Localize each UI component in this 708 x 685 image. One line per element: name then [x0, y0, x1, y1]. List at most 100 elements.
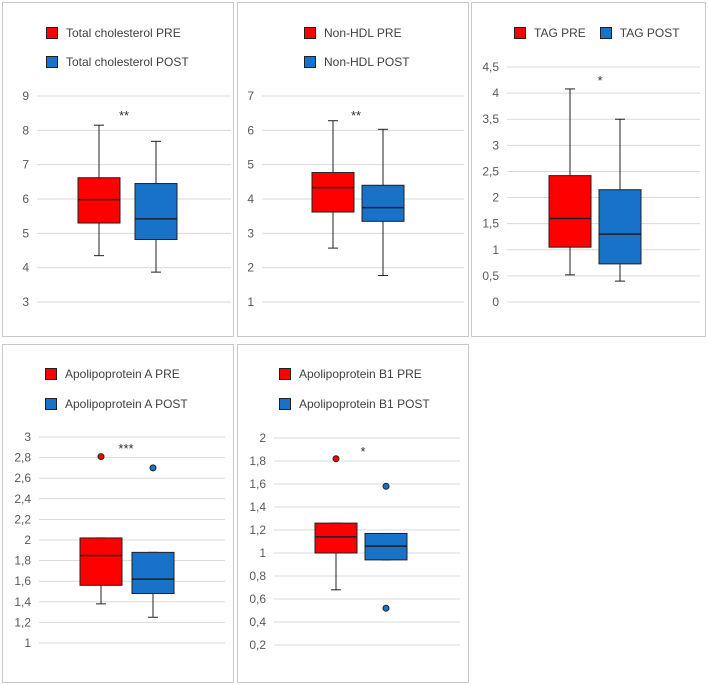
boxplot-non-hdl: 1 2 3 4 5 6 7 ** — [247, 89, 464, 309]
y-tick-label: 1,4 — [14, 595, 31, 609]
legend-label: Apolipoprotein B1 POST — [299, 397, 430, 411]
box-post — [361, 184, 405, 222]
y-tick-label: 0,8 — [249, 569, 266, 583]
y-tick-label: 4 — [247, 192, 254, 206]
legend-label: Apolipoprotein A PRE — [65, 367, 180, 381]
y-tick-label: 0,2 — [249, 638, 266, 652]
legend-swatch-post — [599, 27, 612, 39]
y-tick-label: 3 — [22, 295, 29, 309]
legend-swatch-post — [45, 398, 57, 410]
significance-marker: ** — [119, 108, 129, 123]
y-tick-label: 1 — [247, 295, 254, 309]
y-tick-label: 2,8 — [14, 451, 31, 465]
y-tick-label: 3,5 — [482, 112, 499, 126]
outlier-point — [97, 453, 105, 461]
y-tick-label: 6 — [22, 192, 29, 206]
legend-item-pre: Apolipoprotein A PRE — [45, 367, 180, 381]
box-pre — [79, 537, 123, 586]
legend-item-post: Non-HDL POST — [304, 55, 410, 69]
y-tick-label: 7 — [22, 158, 29, 172]
legend-swatch-pre — [45, 368, 57, 380]
legend-item-pre: TAG PRE — [514, 26, 586, 40]
legend-item-pre: Non-HDL PRE — [304, 26, 402, 40]
legend-item-post: Apolipoprotein B1 POST — [279, 397, 430, 411]
legend: TAG PRE TAG POST — [514, 26, 694, 40]
legend-item-post: Total cholesterol POST — [46, 55, 189, 69]
y-tick-label: 6 — [247, 123, 254, 137]
legend-swatch-pre — [304, 27, 316, 39]
significance-marker: * — [360, 444, 365, 459]
outlier-point — [382, 604, 390, 612]
y-tick-label: 4 — [492, 86, 499, 100]
legend-item-pre: Total cholesterol PRE — [46, 26, 181, 40]
legend-label: Apolipoprotein A POST — [65, 397, 188, 411]
y-tick-label: 4 — [22, 261, 29, 275]
boxplot-apolipoprotein-a: 1 1,2 1,4 1,6 1,8 2 2,2 2,4 2,6 2,8 3 *** — [14, 430, 225, 650]
y-tick-label: 2 — [247, 261, 254, 275]
legend-swatch-post — [279, 398, 291, 410]
significance-marker: * — [597, 73, 602, 88]
y-tick-label: 5 — [247, 158, 254, 172]
legend-label: Apolipoprotein B1 PRE — [299, 367, 422, 381]
y-tick-label: 2,6 — [14, 471, 31, 485]
y-tick-label: 3 — [492, 138, 499, 152]
y-tick-label: 5 — [22, 226, 29, 240]
legend-label: Non-HDL PRE — [324, 26, 402, 40]
y-tick-label: 1,8 — [14, 554, 31, 568]
y-tick-label: 1 — [259, 546, 266, 560]
chart-panel-tag: TAG PRE TAG POST 0 0,5 1 1,5 2 2,5 3 3,5 4 4,5 * — [471, 2, 706, 337]
box-post — [134, 183, 178, 241]
legend-item-post: Apolipoprotein A POST — [45, 397, 188, 411]
legend-label: Non-HDL POST — [324, 55, 410, 69]
chart-panel-total-cholesterol: Total cholesterol PRE Total cholesterol … — [2, 2, 234, 337]
y-tick-label: 4,5 — [482, 60, 499, 74]
legend-label: TAG POST — [619, 26, 680, 40]
legend-item-post: TAG POST — [599, 26, 680, 40]
legend-swatch-pre — [46, 27, 58, 39]
boxplot-total-cholesterol: 3 4 5 6 7 8 9 ** — [22, 89, 231, 309]
y-tick-label: 1,8 — [249, 454, 266, 468]
y-tick-label: 2,5 — [482, 164, 499, 178]
y-tick-label: 0,4 — [249, 615, 266, 629]
y-tick-label: 3 — [24, 430, 31, 444]
significance-marker: ** — [351, 108, 361, 123]
y-tick-label: 1 — [492, 243, 499, 257]
chart-panel-non-hdl: Non-HDL PRE Non-HDL POST 1 2 3 4 5 6 7 ** — [237, 2, 469, 337]
y-tick-label: 2 — [492, 191, 499, 205]
legend-item-pre: Apolipoprotein B1 PRE — [279, 367, 422, 381]
legend-label: Total cholesterol POST — [66, 55, 189, 69]
box-post — [598, 189, 642, 265]
legend-swatch-pre — [279, 368, 291, 380]
legend-swatch-post — [46, 56, 58, 68]
box-pre — [548, 175, 592, 248]
y-tick-label: 1,4 — [249, 500, 266, 514]
y-tick-label: 0 — [492, 295, 499, 309]
y-tick-label: 1,2 — [249, 523, 266, 537]
y-tick-label: 8 — [22, 123, 29, 137]
box-post — [131, 551, 175, 595]
chart-panel-apolipoprotein-a: Apolipoprotein A PRE Apolipoprotein A PO… — [2, 344, 234, 683]
legend-swatch-pre — [514, 27, 526, 39]
legend-label: TAG PRE — [534, 26, 586, 40]
chart-panel-apolipoprotein-b1: Apolipoprotein B1 PRE Apolipoprotein B1 … — [237, 344, 469, 683]
y-tick-label: 1,6 — [14, 574, 31, 588]
y-tick-label: 3 — [247, 226, 254, 240]
y-tick-label: 0,6 — [249, 592, 266, 606]
legend-label: Total cholesterol PRE — [66, 26, 181, 40]
y-tick-label: 1,6 — [249, 477, 266, 491]
y-tick-label: 1 — [24, 636, 31, 650]
box-pre — [314, 522, 358, 554]
outlier-point — [149, 464, 157, 472]
y-tick-label: 2,2 — [14, 512, 31, 526]
y-tick-label: 1,5 — [482, 217, 499, 231]
boxplot-apolipoprotein-b1: 0,2 0,4 0,6 0,8 1 1,2 1,4 1,6 1,8 2 * — [249, 431, 460, 652]
y-tick-label: 1,2 — [14, 615, 31, 629]
boxplot-tag: 0 0,5 1 1,5 2 2,5 3 3,5 4 4,5 * — [482, 60, 700, 309]
y-tick-label: 2,4 — [14, 492, 31, 506]
outlier-point — [382, 482, 390, 490]
outlier-point — [332, 455, 340, 463]
y-tick-label: 7 — [247, 89, 254, 103]
legend-swatch-post — [304, 56, 316, 68]
y-tick-label: 2 — [259, 431, 266, 445]
y-tick-label: 9 — [22, 89, 29, 103]
